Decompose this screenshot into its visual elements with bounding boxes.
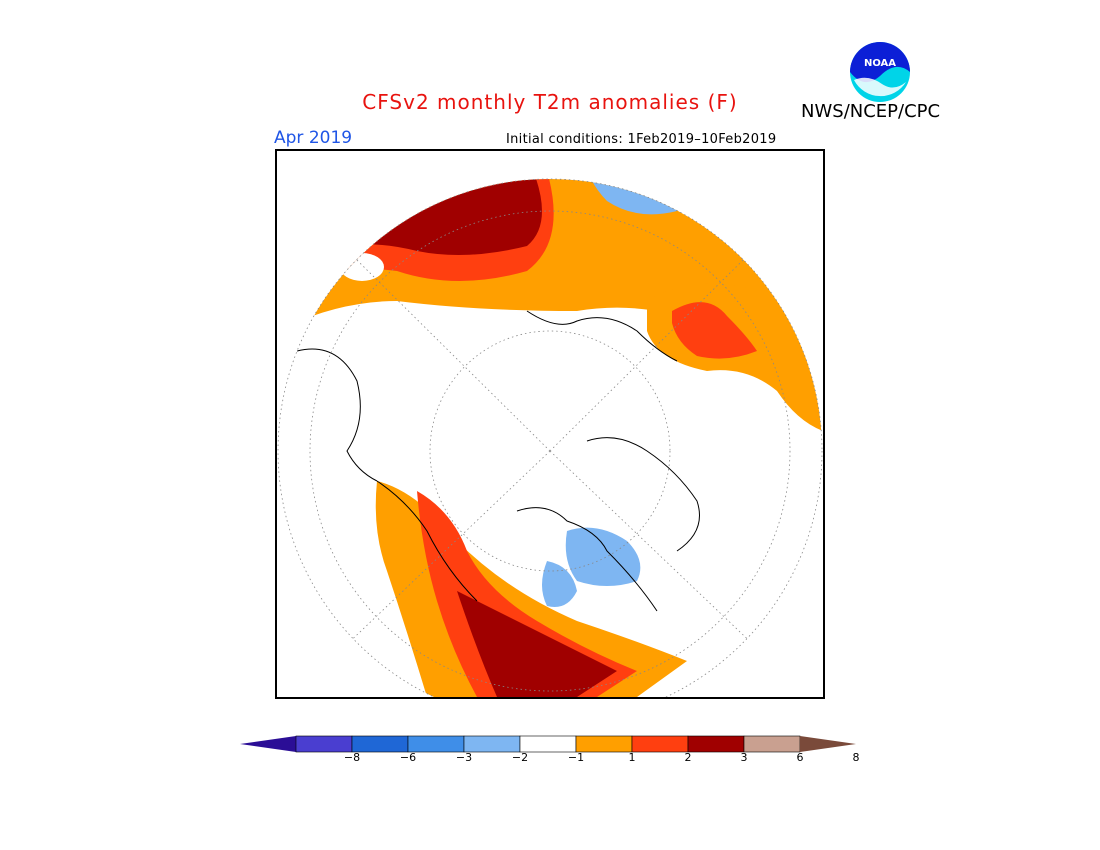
colorbar-tick-label: 1: [628, 751, 636, 764]
colorbar-segment: [295, 735, 353, 753]
anomaly-region-namerica-darkred: [457, 591, 617, 697]
colorbar-under-arrow: [240, 736, 296, 752]
colorbar-segment: [743, 735, 801, 753]
logo-text: NOAA: [864, 58, 896, 69]
colorbar-segment: [519, 735, 577, 753]
colorbar-segment: [407, 735, 465, 753]
colorbar-over-arrow: [800, 736, 856, 752]
anomaly-region-asia-brown: [367, 186, 417, 221]
colorbar-tick-label: −2: [511, 751, 529, 764]
colorbar-segment: [575, 735, 633, 753]
colorbar-segment: [687, 735, 745, 753]
anomaly-region-asia-darkred: [347, 179, 542, 255]
colorbar-segment: [351, 735, 409, 753]
colorbar-tick-label: −3: [455, 751, 473, 764]
chart-title: CFSv2 monthly T2m anomalies (F): [362, 90, 738, 114]
colorbar-tick-label: 8: [852, 751, 860, 764]
colorbar-tick-label: −1: [567, 751, 585, 764]
map-panel: [275, 149, 825, 699]
anomaly-region-namerica-red: [417, 491, 637, 697]
org-label: NWS/NCEP/CPC: [801, 101, 941, 122]
noaa-logo-icon: NOAA: [848, 40, 912, 104]
anomaly-region-canada-cool: [565, 527, 641, 586]
month-label: Apr 2019: [274, 128, 353, 148]
coastlines: [296, 310, 700, 612]
colorbar-tick-label: −6: [399, 751, 417, 764]
colorbar-segment: [631, 735, 689, 753]
colorbar-segment: [463, 735, 521, 753]
colorbar: [240, 735, 856, 753]
colorbar-tick-label: 6: [796, 751, 804, 764]
colorbar-tick-label: −8: [343, 751, 361, 764]
initial-conditions-label: Initial conditions: 1Feb2019–10Feb2019: [506, 132, 777, 147]
colorbar-tick-label: 2: [684, 751, 692, 764]
colorbar-tick-label: 3: [740, 751, 748, 764]
